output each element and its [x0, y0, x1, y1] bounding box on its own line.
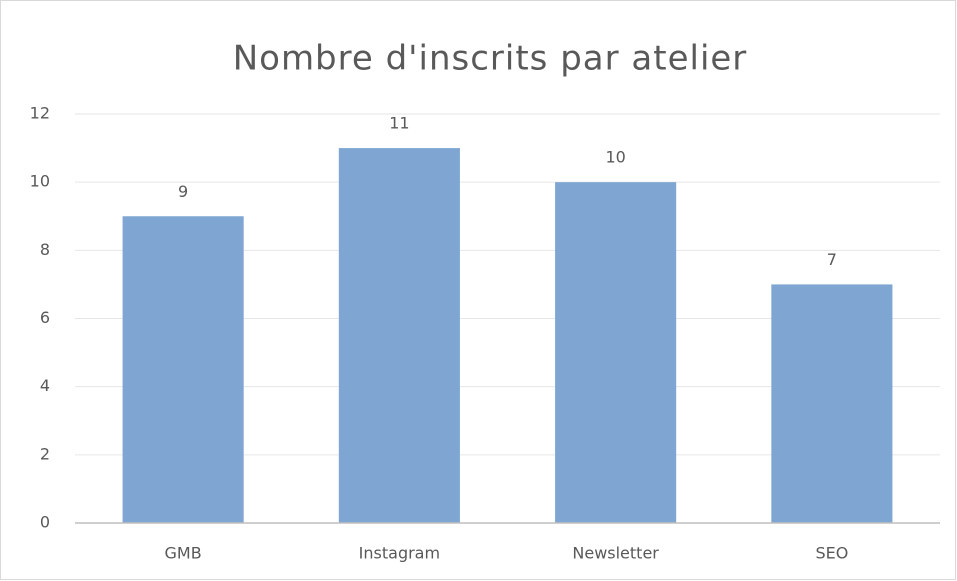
bar: [771, 284, 893, 523]
y-tick-label: 10: [30, 172, 50, 191]
data-label: 9: [178, 182, 188, 201]
data-label: 7: [827, 250, 837, 269]
y-tick-label: 0: [40, 513, 50, 532]
x-tick-label: Newsletter: [572, 544, 659, 563]
bar: [338, 148, 460, 524]
x-tick-label: GMB: [165, 544, 202, 563]
y-tick-label: 8: [40, 240, 50, 259]
y-tick-label: 4: [40, 376, 50, 395]
y-tick-label: 6: [40, 308, 50, 327]
x-tick-label: Instagram: [359, 544, 440, 563]
y-tick-label: 2: [40, 444, 50, 463]
chart-title: Nombre d'inscrits par atelier: [233, 39, 748, 79]
data-label: 11: [389, 114, 409, 133]
bar: [555, 182, 677, 523]
data-label: 10: [605, 148, 625, 167]
bar: [122, 216, 244, 523]
y-tick-label: 12: [30, 104, 50, 123]
x-tick-label: SEO: [815, 544, 848, 563]
